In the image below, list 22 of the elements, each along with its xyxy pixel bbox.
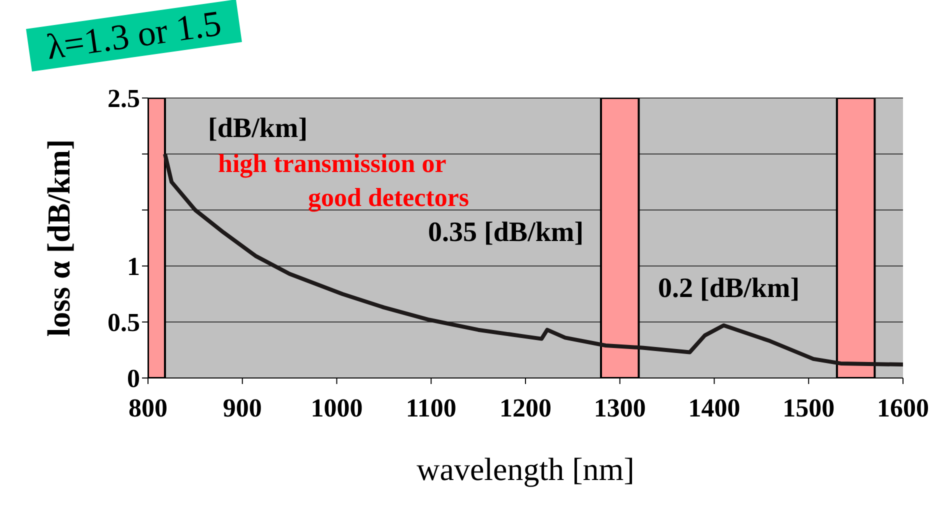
annotation: 0.35 [dB/km]: [428, 216, 584, 250]
y-tick-label: 0.5: [108, 308, 140, 338]
x-tick-label: 1100: [406, 393, 456, 422]
x-tick-label: 1300: [594, 393, 646, 422]
y-axis-title: loss α [dB/km]: [40, 139, 76, 337]
x-tick-label: 900: [222, 393, 262, 422]
y-tick-label: 2.5: [108, 84, 140, 114]
annotation: good detectors: [308, 182, 470, 214]
x-axis-title: wavelength [nm]: [416, 451, 634, 487]
x-tick-label: 1400: [688, 393, 740, 422]
text: λ=1.3 or 1.5: [26, 0, 242, 72]
x-tick-label: 1200: [500, 393, 552, 422]
annotation: [dB/km]: [208, 112, 308, 146]
x-tick-label: 800: [128, 393, 168, 422]
x-tick-label: 1500: [782, 393, 835, 422]
x-tick-label: 1000: [310, 393, 363, 422]
x-tick-label: 1600: [877, 393, 929, 422]
line-series: [162, 152, 903, 367]
y-tick-label: 1: [127, 252, 140, 282]
y-tick-label: 0: [127, 364, 140, 394]
annotation: 0.2 [dB/km]: [658, 272, 800, 306]
annotation: high transmission or: [218, 148, 446, 180]
